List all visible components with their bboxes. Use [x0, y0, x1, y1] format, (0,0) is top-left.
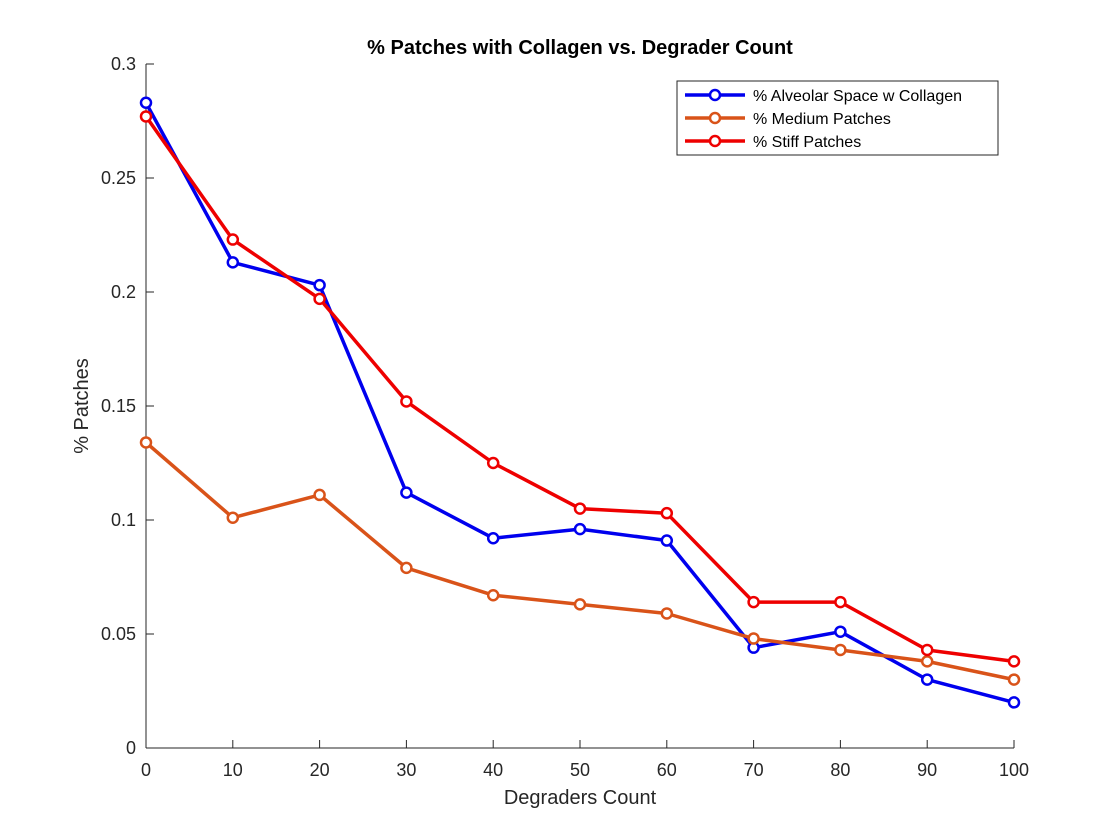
- data-point-pct-alveolar-space-w-collagen: [834, 625, 847, 638]
- data-point-pct-medium-patches: [834, 643, 847, 657]
- legend-entry-pct-stiff-patches: % Stiff Patches: [685, 134, 861, 151]
- data-point-pct-medium-patches: [226, 511, 240, 524]
- x-tick-label: 10: [223, 760, 243, 780]
- data-point-pct-stiff-patches: [920, 643, 934, 657]
- x-tick-label: 90: [917, 760, 937, 780]
- axes-background: [146, 64, 1014, 748]
- y-axis-label: % Patches: [71, 358, 93, 454]
- y-ticks: 0 0.05 0.1 0.15 0.2 0.25 0.3: [101, 54, 154, 758]
- plot-area: 0 10 20 30 40 50 60 70 80 90 100 0 0.05 0.1 0.15 0.2 0.…: [101, 54, 1029, 780]
- x-axis-label: Degraders Count: [504, 787, 657, 809]
- y-tick-label: 0.3: [111, 54, 136, 74]
- data-point-pct-medium-patches: [139, 436, 153, 449]
- legend-swatch-marker: [708, 88, 722, 102]
- x-tick-label: 30: [396, 760, 416, 780]
- legend: % Alveolar Space w Collagen % Medium Patc…: [676, 80, 999, 156]
- data-point-pct-alveolar-space-w-collagen: [486, 531, 500, 545]
- legend-entry-pct-medium-patches: % Medium Patches: [685, 111, 891, 128]
- data-point-pct-alveolar-space-w-collagen: [573, 522, 587, 536]
- y-tick-label: 0.2: [111, 282, 136, 302]
- x-tick-label: 0: [141, 760, 151, 780]
- data-point-pct-medium-patches: [486, 588, 500, 602]
- legend-swatch-marker: [708, 134, 722, 148]
- y-tick-label: 0.25: [101, 168, 136, 188]
- data-point-pct-medium-patches: [313, 488, 326, 502]
- data-point-pct-stiff-patches: [226, 233, 240, 246]
- data-point-pct-stiff-patches: [573, 502, 587, 515]
- legend-label: % Medium Patches: [753, 111, 891, 128]
- data-point-pct-stiff-patches: [486, 456, 500, 470]
- y-tick-label: 0.1: [111, 510, 136, 530]
- legend-entries: % Alveolar Space w Collagen % Medium Patc…: [685, 88, 962, 151]
- x-tick-label: 50: [570, 760, 590, 780]
- data-point-pct-alveolar-space-w-collagen: [139, 96, 153, 110]
- data-point-pct-alveolar-space-w-collagen: [1007, 696, 1021, 709]
- data-point-pct-medium-patches: [660, 607, 674, 620]
- x-tick-label: 40: [483, 760, 503, 780]
- x-tick-label: 60: [657, 760, 677, 780]
- x-tick-label: 70: [744, 760, 764, 780]
- data-point-pct-alveolar-space-w-collagen: [660, 534, 674, 547]
- data-point-pct-medium-patches: [1007, 673, 1021, 686]
- data-point-pct-medium-patches: [920, 655, 934, 668]
- series-pct-medium-patches: [139, 436, 1021, 686]
- x-tick-label: 100: [999, 760, 1029, 780]
- y-tick-label: 0: [126, 738, 136, 758]
- chart-title: % Patches with Collagen vs. Degrader Cou…: [367, 37, 793, 59]
- data-point-pct-stiff-patches: [400, 395, 413, 408]
- data-point-pct-medium-patches: [573, 598, 587, 611]
- x-tick-label: 80: [830, 760, 850, 780]
- data-point-pct-alveolar-space-w-collagen: [400, 486, 413, 499]
- legend-label: % Stiff Patches: [753, 134, 861, 151]
- series-pct-stiff-patches: [139, 110, 1021, 668]
- x-ticks: 0 10 20 30 40 50 60 70 80 90 100: [141, 740, 1029, 780]
- data-point-pct-alveolar-space-w-collagen: [226, 256, 240, 269]
- data-point-pct-stiff-patches: [747, 595, 760, 609]
- data-point-pct-stiff-patches: [660, 506, 674, 520]
- data-point-pct-medium-patches: [747, 632, 760, 645]
- y-tick-label: 0.05: [101, 624, 136, 644]
- data-point-pct-stiff-patches: [1007, 655, 1021, 668]
- data-point-pct-medium-patches: [400, 561, 413, 575]
- legend-entry-pct-alveolar-space-w-collagen: % Alveolar Space w Collagen: [685, 88, 962, 105]
- data-point-pct-stiff-patches: [834, 595, 847, 609]
- legend-label: % Alveolar Space w Collagen: [753, 88, 962, 105]
- x-tick-label: 20: [310, 760, 330, 780]
- y-tick-label: 0.15: [101, 396, 136, 416]
- legend-swatch-marker: [708, 111, 722, 125]
- data-point-pct-stiff-patches: [313, 292, 326, 306]
- data-point-pct-alveolar-space-w-collagen: [920, 673, 934, 686]
- data-point-pct-stiff-patches: [139, 110, 153, 123]
- data-point-pct-alveolar-space-w-collagen: [313, 278, 326, 292]
- series-layer: [139, 96, 1021, 709]
